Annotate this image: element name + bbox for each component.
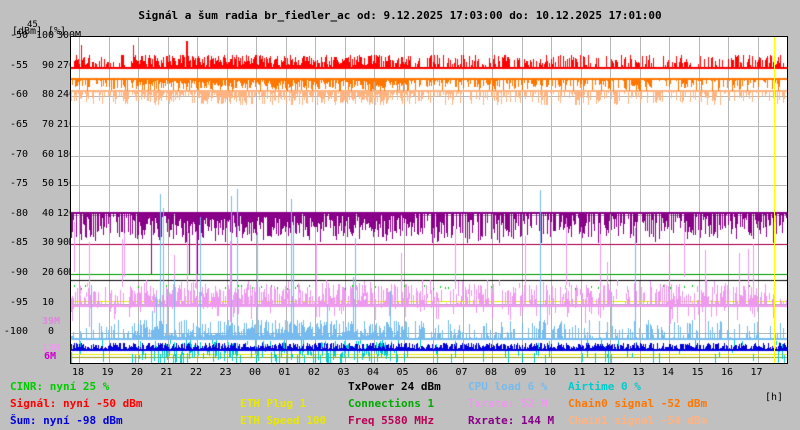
y-tick-rate: 60M: [57, 267, 76, 279]
legend-eth-plug: ETH Plug 1: [240, 397, 307, 410]
x-tick-label: 19: [101, 367, 114, 378]
x-tick-label: 13: [632, 367, 645, 378]
x-tick-label: 02: [307, 367, 321, 378]
x-tick-label: 21: [160, 367, 173, 378]
legend-freq: Freq 5580 MHz: [348, 414, 435, 427]
x-tick-label: 22: [189, 367, 203, 378]
legend-cpu-load: CPU load 6 %: [468, 380, 548, 393]
y-tick-percent: 30: [41, 237, 54, 249]
legend-cinr: CINR: nyní 25 %: [10, 380, 110, 393]
legend-airtime: Airtime 0 %: [568, 380, 641, 393]
y-tick-percent: 50: [41, 178, 54, 190]
y-tick-dbm: -80: [9, 207, 28, 219]
chart-traces-canvas: [71, 37, 787, 363]
x-tick-label: 10: [543, 367, 557, 378]
legend-txpower: TxPower 24 dBm: [348, 380, 441, 393]
y-tick-percent: 20: [41, 267, 54, 279]
y-tick-rate: 90M: [57, 237, 76, 249]
y-tick-rate: 300M: [57, 31, 97, 41]
y-tick-percent: 0: [47, 326, 54, 338]
x-tick-label: 07: [455, 367, 468, 378]
y-tick-percent: 100: [35, 30, 54, 41]
axis-top-value: 45: [27, 20, 38, 30]
x-tick-label: 15: [691, 367, 704, 378]
axis-unit-dbm: [dBm]: [12, 26, 43, 37]
x-tick-label: 20: [130, 367, 144, 378]
x-tick-label: 18: [71, 367, 85, 378]
y-tick-dbm: -50: [9, 30, 28, 41]
y-tick-dbm: -90: [9, 267, 28, 279]
x-tick-label: 09: [514, 367, 527, 378]
x-tick-label: 03: [337, 367, 350, 378]
y-tick-percent: 90: [41, 59, 54, 71]
axis-unit-hours: [h]: [765, 392, 784, 403]
y-tick-percent: 80: [41, 89, 54, 101]
x-tick-label: 06: [425, 367, 439, 378]
axis-unit-percent: [%]: [48, 26, 67, 37]
y-tick-rate: 150M: [57, 179, 97, 189]
x-tick-label: 17: [750, 367, 763, 378]
x-tick-label: 05: [396, 367, 409, 378]
inplot-rate-label: 39M: [42, 316, 61, 327]
y-tick-dbm: -55: [9, 59, 28, 71]
x-tick-label: 11: [573, 367, 586, 378]
x-tick-label: 04: [366, 367, 380, 378]
x-tick-label: 14: [661, 367, 675, 378]
legend-signal: Signál: nyní -50 dBm: [10, 397, 143, 410]
page-title: Signál a šum radia br_fiedler_ac od: 9.1…: [138, 9, 662, 22]
inplot-rate-label: 13M: [42, 343, 61, 354]
legend-chain0: Chain0 signal -52 dBm: [568, 397, 708, 410]
x-tick-label: 01: [278, 367, 291, 378]
y-tick-rate: 240M: [57, 90, 97, 100]
y-tick-rate: 120M: [57, 208, 97, 219]
current-time-marker: [774, 37, 775, 363]
y-tick-percent: 10: [41, 296, 54, 308]
y-tick-rate: 270M: [57, 60, 97, 71]
inplot-rate-label: 6M: [44, 351, 57, 362]
plot-area[interactable]: [70, 36, 788, 364]
legend-connections: Connections 1: [348, 397, 435, 410]
x-tick-label: 12: [602, 367, 616, 378]
x-tick-label: 00: [248, 367, 262, 378]
y-tick-dbm: -70: [9, 148, 28, 160]
y-tick-rate: 180M: [57, 149, 97, 160]
legend-rxrate: Rxrate: 144 M: [468, 414, 555, 427]
legend-noise: Šum: nyní -98 dBm: [10, 414, 123, 427]
x-tick-label: 08: [484, 367, 498, 378]
y-tick-dbm: -95: [9, 296, 28, 308]
x-tick-label: 23: [219, 367, 232, 378]
y-tick-rate: 210M: [57, 119, 97, 130]
y-tick-percent: 40: [41, 207, 54, 219]
legend-eth-speed: ETH Speed 100: [240, 414, 327, 427]
y-tick-dbm: -60: [9, 89, 28, 101]
y-tick-percent: 60: [41, 148, 54, 160]
y-tick-dbm: -100: [3, 326, 28, 338]
y-tick-dbm: -85: [9, 237, 28, 249]
legend-chain1: Chain1 signal -54 dBm: [568, 414, 708, 427]
x-tick-label: 16: [720, 367, 734, 378]
legend: CINR: nyní 25 % Signál: nyní -50 dBm Šum…: [0, 378, 800, 430]
y-tick-dbm: -75: [9, 178, 28, 190]
y-tick-percent: 70: [41, 118, 54, 130]
legend-txrate: Txrate: 52 M: [468, 397, 548, 410]
y-tick-dbm: -65: [9, 118, 28, 130]
